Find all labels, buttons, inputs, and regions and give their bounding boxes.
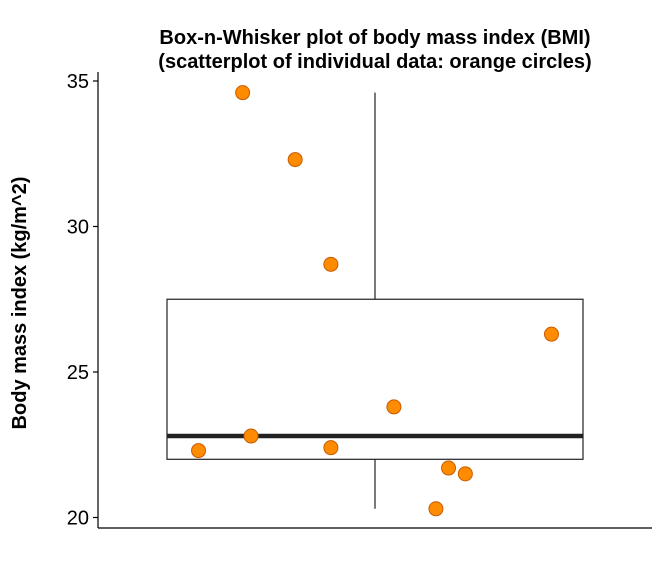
data-point xyxy=(323,440,339,456)
data-point xyxy=(386,399,402,415)
chart-title: Box-n-Whisker plot of body mass index (B… xyxy=(159,27,590,49)
y-tick-label: 20 xyxy=(67,508,89,530)
axes: 20 25 30 35 xyxy=(67,71,652,530)
y-tick-label: 30 xyxy=(67,217,89,239)
iqr-box xyxy=(166,298,584,460)
data-point xyxy=(191,443,207,459)
data-point xyxy=(428,501,444,517)
data-point xyxy=(543,326,559,342)
y-axis-label: Body mass index (kg/m^2) xyxy=(9,177,31,430)
y-tick-label: 25 xyxy=(67,362,89,384)
data-point xyxy=(243,428,259,444)
data-point xyxy=(323,256,339,272)
data-point xyxy=(287,152,303,168)
data-point xyxy=(457,466,473,482)
data-point xyxy=(441,460,457,476)
data-point xyxy=(235,85,251,101)
box-layer xyxy=(166,92,584,509)
chart-subtitle: (scatterplot of individual data: orange … xyxy=(158,51,591,73)
points-layer xyxy=(191,85,559,517)
y-tick-label: 35 xyxy=(67,71,89,93)
